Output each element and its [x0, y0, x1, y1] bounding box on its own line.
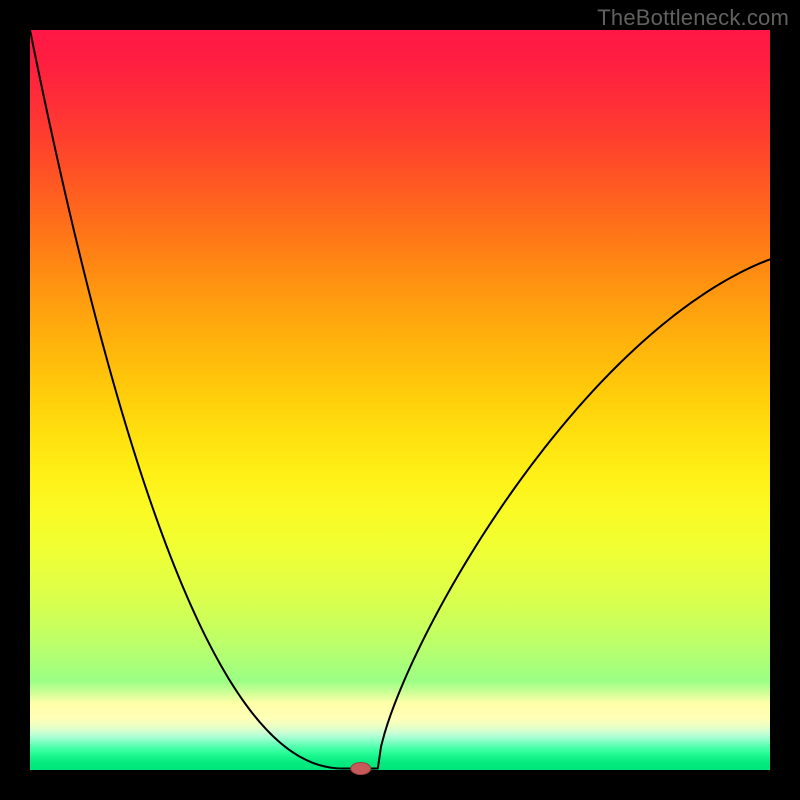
chart-svg: [0, 0, 800, 800]
min-marker: [351, 763, 371, 775]
plot-background: [30, 30, 770, 770]
watermark-text: TheBottleneck.com: [597, 5, 789, 31]
chart-container: TheBottleneck.com: [0, 0, 800, 800]
